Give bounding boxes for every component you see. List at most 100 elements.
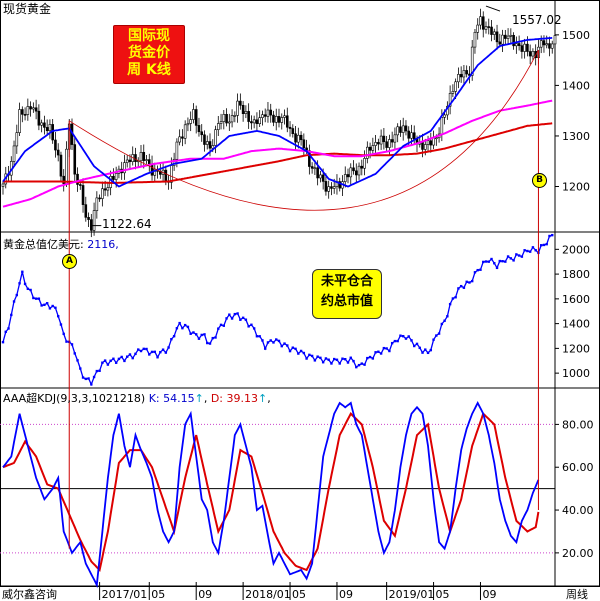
candle-body bbox=[280, 117, 284, 123]
total-value-point bbox=[261, 339, 264, 342]
candle-body bbox=[1, 183, 5, 187]
total-value-point bbox=[159, 350, 162, 354]
total-value-point bbox=[214, 336, 217, 339]
total-value-point bbox=[247, 325, 250, 328]
price-ytick-label: 1300 bbox=[562, 130, 590, 143]
candle-body bbox=[277, 116, 281, 123]
candle-body bbox=[297, 134, 300, 143]
candle-body bbox=[360, 165, 364, 169]
total-value-point bbox=[258, 335, 261, 338]
candle-body bbox=[451, 91, 455, 94]
total-value-point bbox=[479, 268, 482, 271]
k-line bbox=[2, 401, 540, 589]
candle-body bbox=[255, 119, 259, 125]
candle-body bbox=[435, 137, 438, 140]
candle-body bbox=[34, 107, 38, 112]
candle-body bbox=[56, 149, 60, 156]
panel2-header-label: 黄金总值亿美元: bbox=[3, 238, 84, 251]
total-value-point bbox=[512, 259, 515, 262]
candle-body bbox=[492, 31, 496, 35]
candle-body bbox=[481, 16, 485, 30]
total-value-point bbox=[208, 342, 212, 345]
candle-body bbox=[175, 141, 179, 160]
candle-body bbox=[432, 137, 435, 146]
total-value-point bbox=[45, 302, 49, 305]
candle-body bbox=[40, 122, 43, 126]
total-value-point bbox=[402, 334, 405, 338]
candle-body bbox=[448, 93, 452, 107]
total-value-point bbox=[98, 369, 101, 372]
total-value-point bbox=[297, 352, 300, 355]
candle-body bbox=[84, 204, 88, 218]
candle-body bbox=[321, 174, 325, 182]
total-value-point bbox=[101, 361, 104, 364]
total-value-point bbox=[366, 356, 369, 360]
total-value-point bbox=[87, 377, 90, 380]
total-value-point bbox=[225, 317, 228, 320]
total-value-point bbox=[48, 307, 52, 310]
total-value-point bbox=[40, 304, 43, 307]
price-callout-line-2: 货金价 bbox=[128, 45, 170, 61]
total-value-point bbox=[10, 313, 13, 317]
total-value-point bbox=[57, 315, 60, 318]
total-value-point bbox=[7, 327, 10, 330]
candle-body bbox=[145, 159, 148, 161]
total-value-point bbox=[275, 338, 278, 341]
xtick-label: 05 bbox=[436, 588, 450, 600]
candle-body bbox=[164, 169, 168, 182]
candle-body bbox=[181, 136, 184, 139]
candle-body bbox=[531, 51, 535, 57]
candle-body bbox=[498, 41, 502, 45]
candle-body bbox=[269, 109, 273, 116]
total-value-point bbox=[150, 350, 154, 354]
candle-body bbox=[506, 35, 510, 39]
value-ytick-label: 1600 bbox=[562, 293, 590, 306]
total-value-point bbox=[542, 243, 546, 247]
total-value-point bbox=[551, 233, 554, 237]
chart-title: 现货黄金 bbox=[3, 2, 52, 16]
d-up-arrow-icon: ↑ bbox=[258, 392, 268, 405]
total-value-point bbox=[352, 359, 355, 363]
candle-body bbox=[142, 151, 146, 161]
candle-body bbox=[363, 158, 366, 169]
total-value-point bbox=[410, 339, 413, 342]
total-value-point bbox=[189, 332, 192, 335]
ma-mid-line bbox=[2, 99, 553, 208]
candle-body bbox=[523, 43, 526, 52]
total-value-point bbox=[526, 249, 529, 253]
total-value-point bbox=[305, 357, 308, 360]
xtick-label: 05 bbox=[292, 588, 306, 600]
candle-body bbox=[553, 35, 557, 45]
total-value-point bbox=[299, 349, 303, 353]
candle-body bbox=[550, 43, 554, 49]
ma-long-line bbox=[3, 122, 553, 185]
candle-body bbox=[484, 26, 488, 30]
total-value-point bbox=[335, 358, 339, 361]
candle-body bbox=[495, 31, 499, 43]
candle-body bbox=[101, 188, 104, 199]
candle-body bbox=[186, 123, 190, 126]
candle-body bbox=[410, 132, 413, 139]
total-value-point bbox=[415, 342, 419, 346]
candle-body bbox=[21, 109, 24, 115]
candle-body bbox=[390, 139, 394, 143]
candle-body bbox=[515, 43, 518, 47]
total-value-point bbox=[371, 357, 375, 360]
candle-body bbox=[388, 139, 391, 148]
value-ytick-label: 1200 bbox=[562, 342, 590, 355]
candle-body bbox=[225, 114, 228, 124]
candle-body bbox=[512, 34, 515, 47]
candle-body bbox=[98, 197, 101, 200]
total-value-point bbox=[139, 349, 143, 353]
total-value-point bbox=[37, 297, 41, 300]
total-value-point bbox=[90, 383, 93, 386]
kdj-ytick-label: 20.00 bbox=[562, 547, 594, 560]
candle-body bbox=[203, 134, 206, 145]
total-value-point bbox=[4, 330, 7, 333]
candle-body bbox=[183, 124, 187, 139]
total-value-point bbox=[181, 326, 184, 330]
total-value-point bbox=[534, 249, 537, 252]
total-value-point bbox=[161, 348, 165, 351]
value-ytick-label: 1400 bbox=[562, 318, 590, 331]
